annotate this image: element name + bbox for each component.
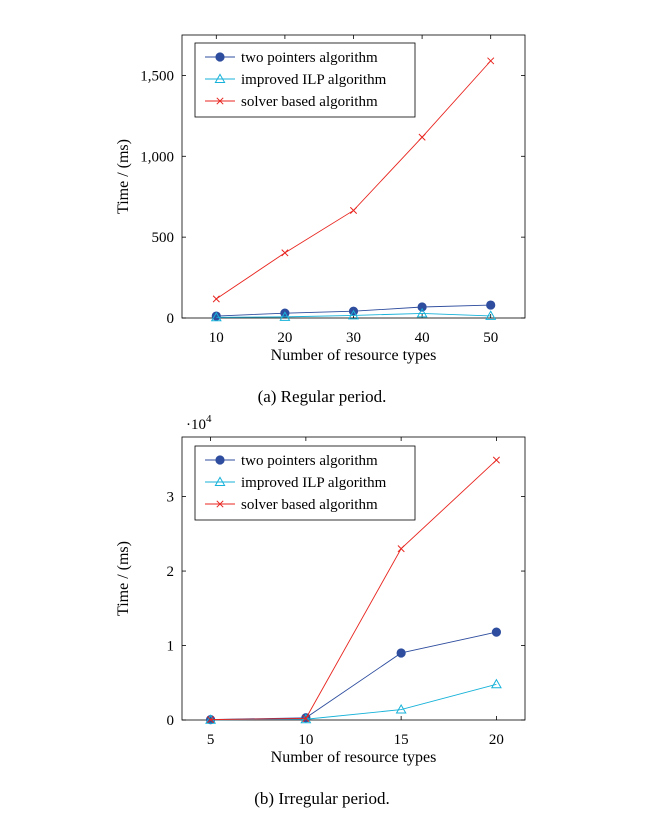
x-tick-label: 20 bbox=[277, 330, 292, 346]
x-tick-label: 15 bbox=[394, 732, 409, 748]
data-point bbox=[281, 249, 289, 257]
data-point bbox=[395, 703, 407, 714]
y-tick-label: 500 bbox=[152, 230, 175, 246]
legend: two pointers algorithm improved ILP algor… bbox=[194, 42, 416, 118]
data-point bbox=[210, 311, 222, 322]
legend-entry: two pointers algorithm bbox=[241, 50, 378, 66]
legend-box bbox=[194, 445, 416, 521]
data-point bbox=[416, 307, 428, 318]
legend-entry: improved ILP algorithm bbox=[241, 475, 387, 491]
data-point bbox=[492, 456, 500, 464]
y-tick-label: 0 bbox=[167, 311, 175, 327]
series-circle bbox=[205, 627, 502, 725]
legend-box bbox=[194, 42, 416, 118]
legend-entry: solver based algorithm bbox=[241, 94, 378, 110]
legend-marker bbox=[216, 500, 224, 508]
data-point bbox=[485, 310, 497, 320]
data-point bbox=[417, 302, 427, 312]
y-axis-label: Time / (ms) bbox=[115, 541, 132, 616]
data-point bbox=[418, 133, 426, 141]
y-tick-label: 1,000 bbox=[140, 149, 174, 165]
data-point bbox=[212, 295, 220, 303]
y-tick-label: 1 bbox=[167, 639, 175, 655]
legend: two pointers algorithm improved ILP algor… bbox=[194, 445, 416, 521]
data-point bbox=[397, 545, 405, 553]
x-axis-label: Number of resource types bbox=[271, 749, 437, 766]
data-point bbox=[491, 627, 502, 637]
data-point bbox=[302, 714, 310, 723]
series-x bbox=[212, 57, 495, 303]
legend-entry: two pointers algorithm bbox=[241, 453, 378, 469]
figure-caption: (a) Regular period. bbox=[258, 387, 387, 406]
legend-marker bbox=[214, 476, 226, 486]
figure-caption: (b) Irregular period. bbox=[254, 789, 389, 808]
legend-marker bbox=[215, 455, 225, 465]
series-triangle bbox=[210, 307, 497, 322]
y-tick-label: 2 bbox=[167, 564, 175, 580]
x-tick-label: 10 bbox=[298, 732, 313, 748]
y-tick-label: 0 bbox=[167, 713, 175, 729]
y-axis-label: Time / (ms) bbox=[115, 139, 132, 214]
y-scale-base: ·10 bbox=[186, 417, 206, 433]
series-line bbox=[216, 313, 491, 318]
x-tick-label: 5 bbox=[207, 732, 215, 748]
series-line bbox=[210, 683, 497, 721]
y-scale-note: ·104 bbox=[186, 413, 212, 433]
legend-entry: solver based algorithm bbox=[241, 497, 378, 513]
chart-irregular-period: 5 10 15 20 0 1 2 3 ·104 Number of resource types T… bbox=[115, 413, 526, 808]
y-scale-exponent: 4 bbox=[206, 413, 212, 425]
data-point bbox=[487, 57, 495, 65]
y-tick-label: 3 bbox=[167, 490, 175, 506]
x-tick-label: 50 bbox=[483, 330, 498, 346]
data-point bbox=[396, 648, 406, 658]
x-tick-label: 40 bbox=[415, 330, 430, 346]
legend-marker bbox=[216, 97, 224, 105]
series-x bbox=[207, 456, 500, 724]
data-point bbox=[207, 716, 215, 724]
x-tick-label: 10 bbox=[209, 330, 224, 346]
legend-entry: improved ILP algorithm bbox=[241, 72, 387, 88]
x-axis-label: Number of resource types bbox=[271, 347, 437, 364]
plot-frame bbox=[181, 436, 526, 721]
series-line bbox=[210, 459, 497, 721]
x-tick-label: 30 bbox=[346, 330, 361, 346]
series-line bbox=[210, 631, 497, 721]
data-point bbox=[279, 311, 291, 321]
legend-marker bbox=[214, 73, 226, 83]
x-tick-label: 20 bbox=[489, 732, 504, 748]
data-point bbox=[349, 206, 358, 215]
legend-marker bbox=[215, 52, 225, 62]
data-point bbox=[490, 678, 502, 689]
data-point bbox=[348, 309, 359, 320]
series-triangle bbox=[205, 678, 502, 724]
y-tick-label: 1,500 bbox=[140, 68, 174, 84]
data-point bbox=[486, 300, 496, 310]
